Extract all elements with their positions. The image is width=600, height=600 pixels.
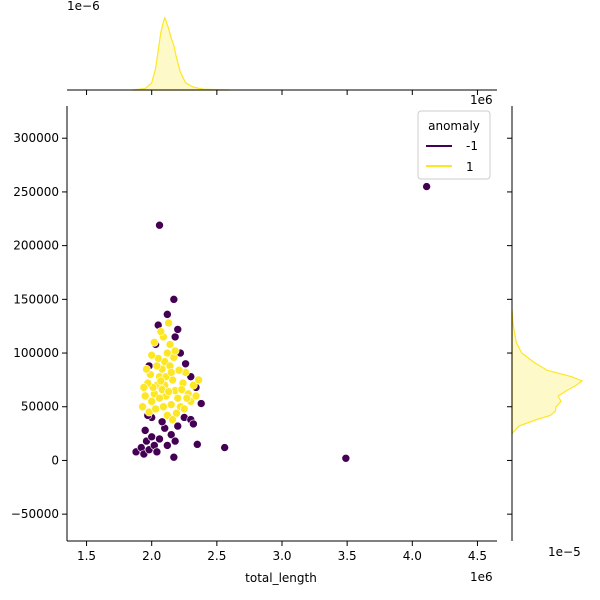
scatter-point [341, 453, 351, 463]
top-marginal-kde [132, 16, 230, 91]
scatter-point [165, 340, 175, 349]
scatter-point [170, 346, 180, 356]
scatter-point [150, 337, 159, 347]
scatter-point [138, 402, 147, 412]
scatter-point [163, 310, 172, 319]
y-tick-label: 0 [51, 453, 59, 467]
x-axis-scale-label: 1e6 [470, 570, 493, 584]
y-tick-label: 150000 [13, 292, 59, 306]
top-marginal-scale-label: 1e−6 [67, 0, 100, 13]
scatter-point [169, 295, 179, 304]
scatter-point [166, 400, 176, 409]
scatter-point [147, 350, 156, 360]
x-tick-label: 3.0 [272, 549, 291, 563]
scatter-point [166, 368, 176, 377]
legend-box [417, 110, 491, 180]
legend: anomaly -1 1 [417, 110, 491, 180]
scatter-point [179, 404, 189, 414]
scatter-point [139, 383, 149, 392]
scatter-point [155, 434, 164, 444]
right-marginal-kde [511, 310, 584, 436]
scatter-point [166, 430, 176, 439]
scatter-point [155, 393, 164, 403]
scatter-point [151, 404, 160, 414]
scatter-point [147, 397, 156, 406]
right-marginal-scale-label: 1e−5 [548, 545, 581, 559]
scatter-point [156, 327, 166, 336]
y-tick-label: 50000 [21, 400, 59, 414]
scatter-point [194, 375, 203, 385]
scatter-point [181, 359, 190, 369]
scatter-point [170, 332, 180, 342]
scatter-point [196, 399, 206, 408]
scatter-point [191, 391, 201, 401]
scatter-point [174, 365, 184, 375]
scatter-point [189, 419, 198, 429]
scatter-point [164, 387, 173, 397]
y-tick-label: 100000 [13, 346, 59, 360]
scatter-point [157, 417, 167, 427]
scatter-point [170, 436, 180, 446]
scatter-point [177, 385, 186, 394]
scatter-point [140, 391, 150, 401]
legend-title: anomaly [428, 119, 480, 133]
scatter-point [164, 318, 173, 328]
scatter-point [422, 182, 431, 191]
scatter-point [163, 348, 172, 358]
y-tick-label: 250000 [13, 185, 59, 199]
scatter-point [193, 440, 202, 449]
scatter-point [173, 393, 183, 403]
x-axis-scale-label-top: 1e6 [470, 93, 493, 107]
scatter-point [152, 447, 162, 457]
scatter-point [182, 393, 192, 403]
x-tick-label: 4.5 [468, 549, 487, 563]
top-marginal: 1e−6 [67, 0, 497, 95]
y-tick-label: 300000 [13, 131, 59, 145]
scatter-point [163, 441, 172, 450]
x-tick-label: 2.5 [207, 549, 226, 563]
x-axis-label: total_length [245, 571, 317, 585]
scatter-point [173, 325, 183, 334]
scatter-point [147, 432, 156, 442]
scatter-point [189, 380, 198, 390]
scatter-point [142, 364, 151, 374]
x-tick-label: 2.0 [142, 549, 161, 563]
right-marginal: 1e−5 [507, 106, 584, 559]
scatter-point [152, 361, 162, 371]
y-tick-label: 200000 [13, 239, 59, 253]
scatter-point [168, 415, 177, 424]
scatter-point [140, 426, 150, 435]
scatter-point [156, 376, 166, 386]
scatter-point [169, 452, 179, 462]
scatter-point [155, 220, 164, 230]
y-tick-label: −50000 [11, 507, 59, 521]
legend-label-minus1: -1 [466, 139, 478, 153]
scatter-point [159, 402, 168, 412]
legend-label-1: 1 [466, 160, 474, 174]
scatter-point [172, 408, 181, 418]
x-tick-label: 3.5 [338, 549, 357, 563]
main-plot: 1.5 2.0 2.5 3.0 3.5 4.0 4.5 −50000 0 50000 100000… [11, 93, 497, 585]
x-tick-label: 4.0 [403, 549, 422, 563]
scatter-point [220, 443, 229, 452]
scatter-point [173, 421, 183, 431]
x-tick-label: 1.5 [77, 549, 96, 563]
